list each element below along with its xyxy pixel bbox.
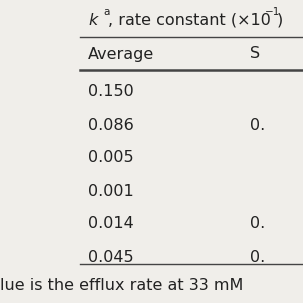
Text: $k$: $k$: [88, 12, 100, 28]
Text: 0.: 0.: [250, 118, 265, 132]
Text: 0.001: 0.001: [88, 184, 134, 198]
Text: 0.014: 0.014: [88, 217, 134, 231]
Text: 0.005: 0.005: [88, 151, 134, 165]
Text: −1: −1: [265, 7, 280, 17]
Text: 0.: 0.: [250, 249, 265, 265]
Text: , rate constant (×10: , rate constant (×10: [108, 12, 271, 28]
Text: ): ): [277, 12, 283, 28]
Text: 0.150: 0.150: [88, 85, 134, 99]
Text: 0.045: 0.045: [88, 249, 134, 265]
Text: Average: Average: [88, 46, 154, 62]
Text: 0.086: 0.086: [88, 118, 134, 132]
Text: a: a: [103, 7, 109, 17]
Text: S: S: [250, 46, 260, 62]
Text: lue is the efflux rate at 33 mM: lue is the efflux rate at 33 mM: [0, 278, 243, 292]
Text: 0.: 0.: [250, 217, 265, 231]
